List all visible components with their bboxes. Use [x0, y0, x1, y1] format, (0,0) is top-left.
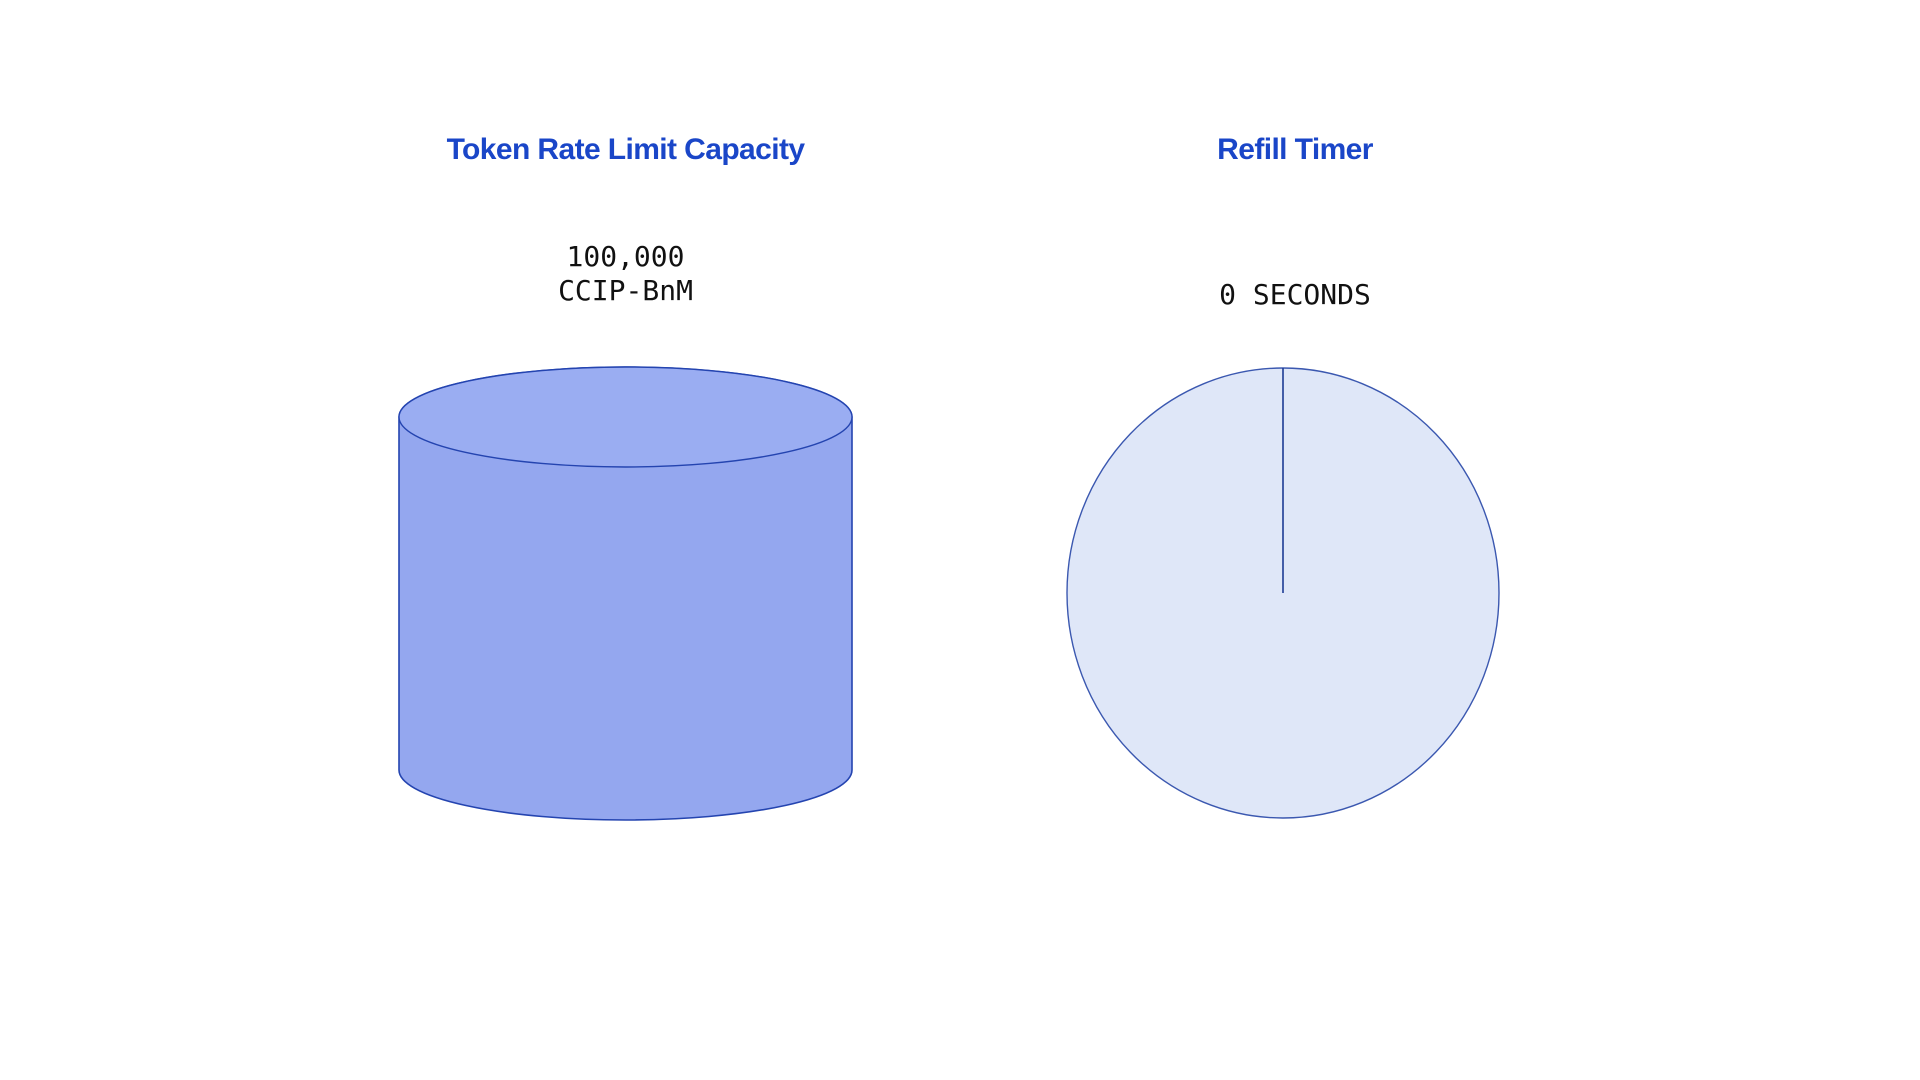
capacity-title: Token Rate Limit Capacity	[446, 133, 805, 166]
timer-labels: Refill Timer 0 SECONDS	[1077, 133, 1513, 311]
timer-title: Refill Timer	[1217, 133, 1373, 166]
capacity-cylinder	[398, 366, 853, 821]
capacity-token-symbol: CCIP-BnM	[558, 274, 693, 307]
timer-value: 0 SECONDS	[1219, 278, 1371, 311]
capacity-figure: Token Rate Limit Capacity 100,000 CCIP-B…	[397, 133, 854, 821]
capacity-amount: 100,000	[566, 240, 685, 273]
timer-dial	[1066, 367, 1500, 819]
cylinder-top-shape	[398, 366, 853, 468]
